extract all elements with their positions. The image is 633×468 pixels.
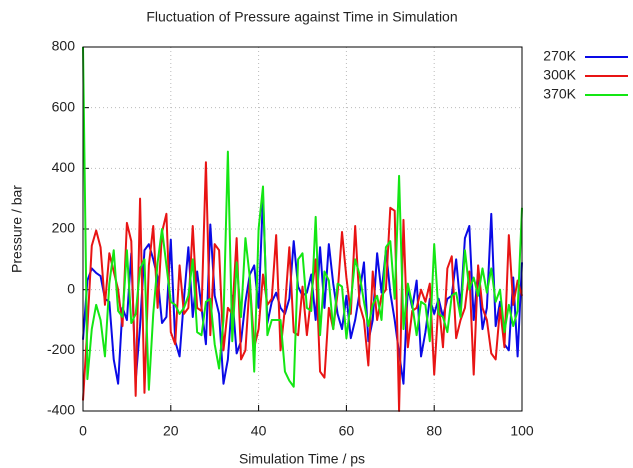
line-series (82, 46, 523, 391)
x-tick-label: 0 (79, 423, 87, 439)
y-tick-label: -200 (47, 341, 75, 357)
legend-label: 300K (543, 67, 576, 83)
x-tick-label: 60 (339, 423, 355, 439)
x-tick-label: 100 (510, 423, 534, 439)
y-tick-label: 600 (52, 98, 76, 114)
y-tick-label: 0 (67, 280, 75, 296)
chart-title: Fluctuation of Pressure against Time in … (146, 9, 457, 25)
y-tick-label: -400 (47, 402, 75, 418)
x-tick-label: 40 (251, 423, 267, 439)
x-axis-label: Simulation Time / ps (239, 451, 365, 467)
legend-label: 270K (543, 48, 576, 64)
plot-frame (82, 46, 523, 412)
y-tick-label: 200 (52, 220, 76, 236)
y-tick-label: 400 (52, 159, 76, 175)
x-tick-label: 20 (163, 423, 179, 439)
legend-label: 370K (543, 86, 576, 102)
y-axis-label: Pressure / bar (9, 185, 25, 273)
x-tick-label: 80 (426, 423, 442, 439)
y-tick-label: 800 (52, 38, 76, 54)
